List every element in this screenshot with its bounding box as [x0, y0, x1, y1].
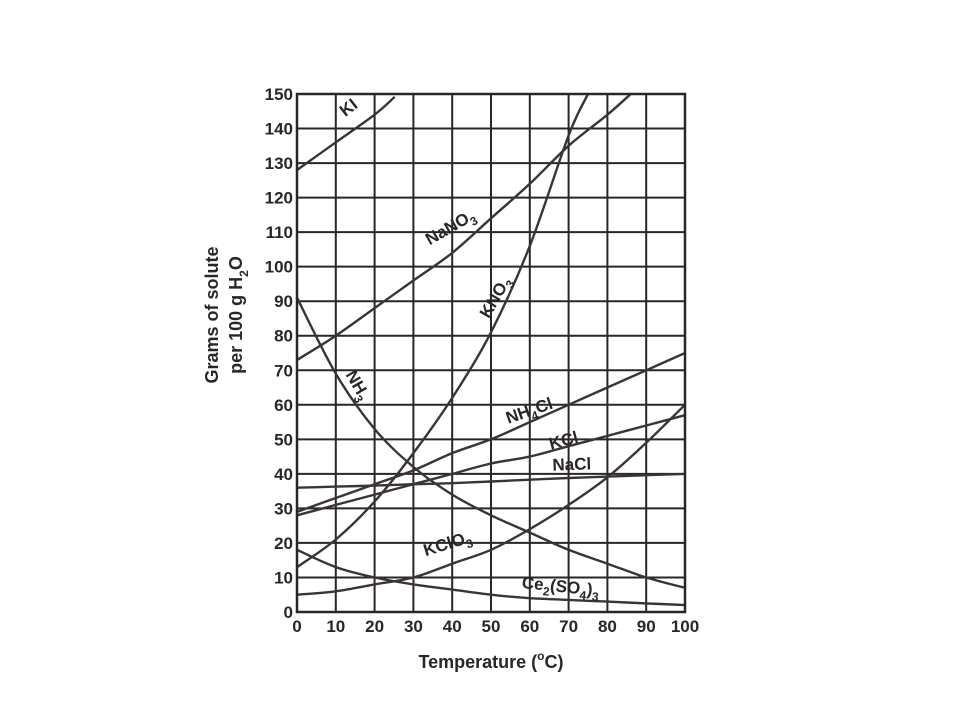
y-tick-label-150: 150 — [265, 85, 293, 104]
y-tick-label-20: 20 — [274, 534, 293, 553]
y-axis-title: Grams of solute per 100 g H2O — [202, 246, 251, 383]
x-tick-label-90: 90 — [637, 617, 656, 636]
series-line-nh3 — [295, 296, 687, 589]
series-label-ki: KI — [336, 95, 361, 120]
series-label-nacl: NaCl — [552, 454, 591, 474]
x-tick-label-30: 30 — [404, 617, 423, 636]
y-tick-label-140: 140 — [265, 120, 293, 139]
grid — [296, 93, 686, 613]
y-axis-title-line-2: per 100 g H2O — [226, 256, 251, 374]
x-tick-label-20: 20 — [365, 617, 384, 636]
series-line-kno3 — [295, 92, 590, 569]
y-tick-label-0: 0 — [284, 603, 293, 622]
x-tick-label-40: 40 — [443, 617, 462, 636]
series-label-kno3: KNO3 — [476, 273, 518, 323]
y-tick-label-60: 60 — [274, 396, 293, 415]
y-tick-label-30: 30 — [274, 499, 293, 518]
series-curves — [295, 92, 687, 607]
series-line-kclo3 — [295, 403, 687, 596]
series-line-kcl — [295, 414, 687, 517]
x-tick-label-50: 50 — [482, 617, 501, 636]
x-tick-label-0: 0 — [292, 617, 301, 636]
x-tick-label-100: 100 — [671, 617, 699, 636]
tick-labels: 0 10 20 30 40 50 60 70 80 90 100 0 10 20 30 40 50 60 70 80 9… — [265, 85, 700, 636]
series-label-kcl: KCl — [547, 428, 580, 454]
y-tick-label-40: 40 — [274, 465, 293, 484]
y-tick-label-80: 80 — [274, 327, 293, 346]
plot-frame — [295, 92, 687, 614]
y-tick-label-120: 120 — [265, 189, 293, 208]
y-tick-label-10: 10 — [274, 568, 293, 587]
x-tick-label-60: 60 — [520, 617, 539, 636]
y-tick-label-100: 100 — [265, 258, 293, 277]
series-line-nacl — [295, 472, 687, 489]
series-label-ce2-so4-3: Ce2(SO4)3 — [521, 573, 601, 604]
series-line-ce2-so4-3 — [295, 548, 687, 607]
y-tick-label-70: 70 — [274, 361, 293, 380]
y-axis-title-line-1: Grams of solute — [202, 246, 222, 383]
y-tick-label-110: 110 — [266, 223, 293, 242]
y-tick-label-90: 90 — [274, 292, 293, 311]
x-tick-label-80: 80 — [598, 617, 617, 636]
x-tick-label-10: 10 — [326, 617, 345, 636]
x-axis-title: Temperature (oC) — [418, 649, 563, 672]
x-tick-label-70: 70 — [559, 617, 578, 636]
series-line-nano3 — [295, 92, 632, 362]
series-line-ki — [295, 96, 396, 172]
y-tick-label-130: 130 — [265, 154, 293, 173]
y-tick-label-50: 50 — [274, 430, 293, 449]
series-line-nh4cl — [295, 351, 687, 514]
